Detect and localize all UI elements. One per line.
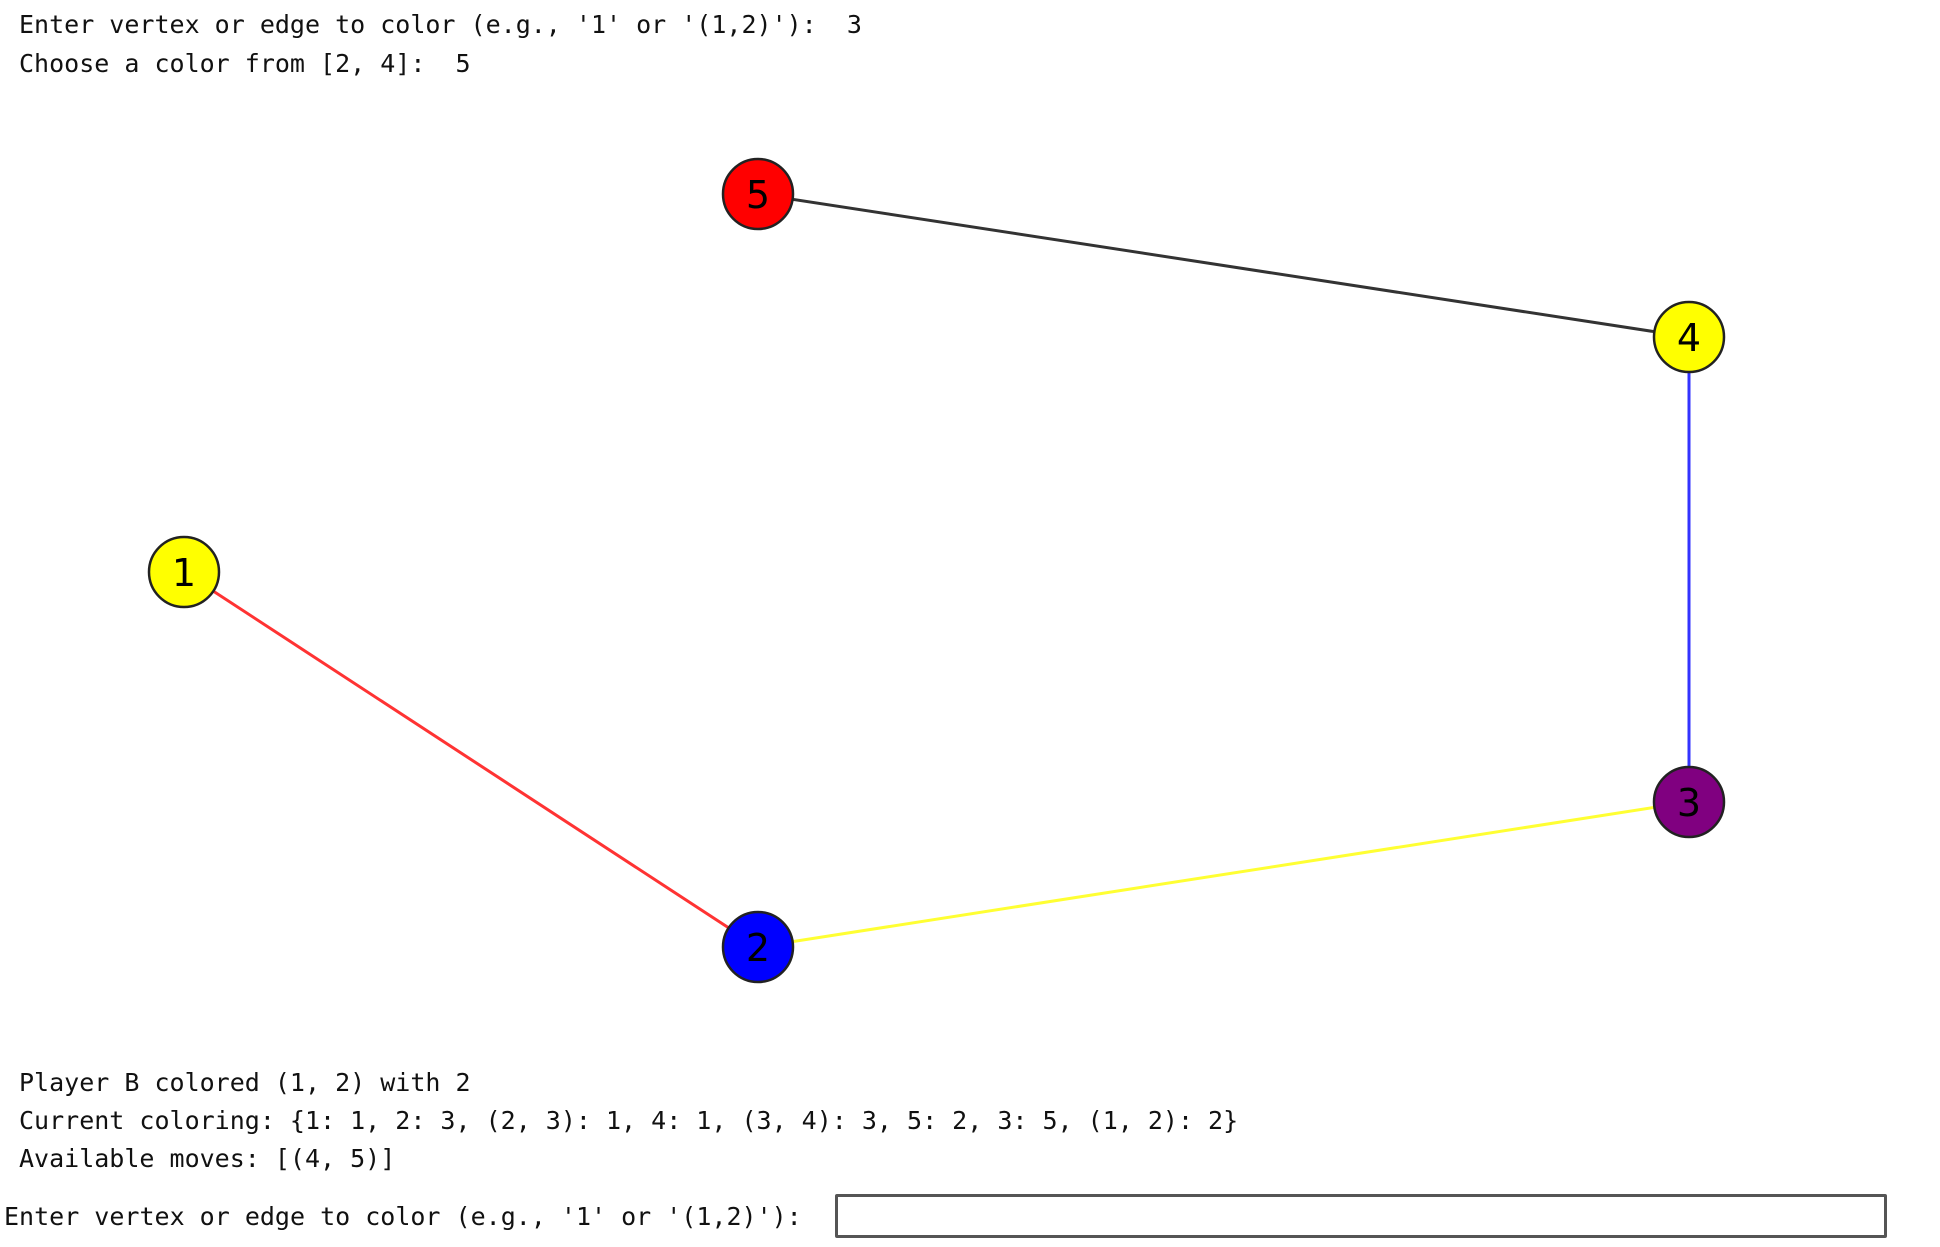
graph-node-2: 2 [721, 910, 795, 984]
console-line-available-moves: Available moves: [(4, 5)] [19, 1144, 396, 1173]
graph-edges [183, 192, 1691, 949]
console-line-prompt-vertex: Enter vertex or edge to color (e.g., '1'… [19, 10, 862, 39]
graph-canvas: 1 2 3 4 5 [147, 157, 1726, 984]
console-line-prompt-color: Choose a color from [2, 4]: 5 [19, 49, 471, 78]
graph-node-3: 3 [1652, 765, 1726, 839]
graph-node-label-1: 1 [172, 551, 196, 595]
graph-edge-1-2 [183, 570, 759, 949]
graph-edge-4-5 [757, 192, 1690, 339]
graph-edge-2-3 [757, 800, 1690, 949]
graph-nodes: 1 2 3 4 5 [147, 157, 1726, 984]
input-prompt-row: Enter vertex or edge to color (e.g., '1'… [4, 1190, 1934, 1242]
graph-node-1: 1 [147, 535, 221, 609]
graph-node-5: 5 [721, 157, 795, 231]
input-prompt-label: Enter vertex or edge to color (e.g., '1'… [4, 1201, 817, 1231]
vertex-edge-input[interactable] [834, 1194, 1887, 1238]
graph-node-circle-4 [1652, 300, 1726, 374]
console-line-current-coloring: Current coloring: {1: 1, 2: 3, (2, 3): 1… [19, 1106, 1239, 1135]
graph-node-label-4: 4 [1677, 316, 1701, 360]
graph-node-label-2: 2 [746, 926, 770, 970]
graph-node-4: 4 [1652, 300, 1726, 374]
graph-node-circle-2 [721, 910, 795, 984]
console-line-player-move: Player B colored (1, 2) with 2 [19, 1068, 471, 1097]
graph-node-label-3: 3 [1677, 781, 1701, 825]
graph-node-label-5: 5 [746, 173, 770, 217]
graph-node-circle-5 [721, 157, 795, 231]
graph-node-circle-3 [1652, 765, 1726, 839]
graph-node-circle-1 [147, 535, 221, 609]
